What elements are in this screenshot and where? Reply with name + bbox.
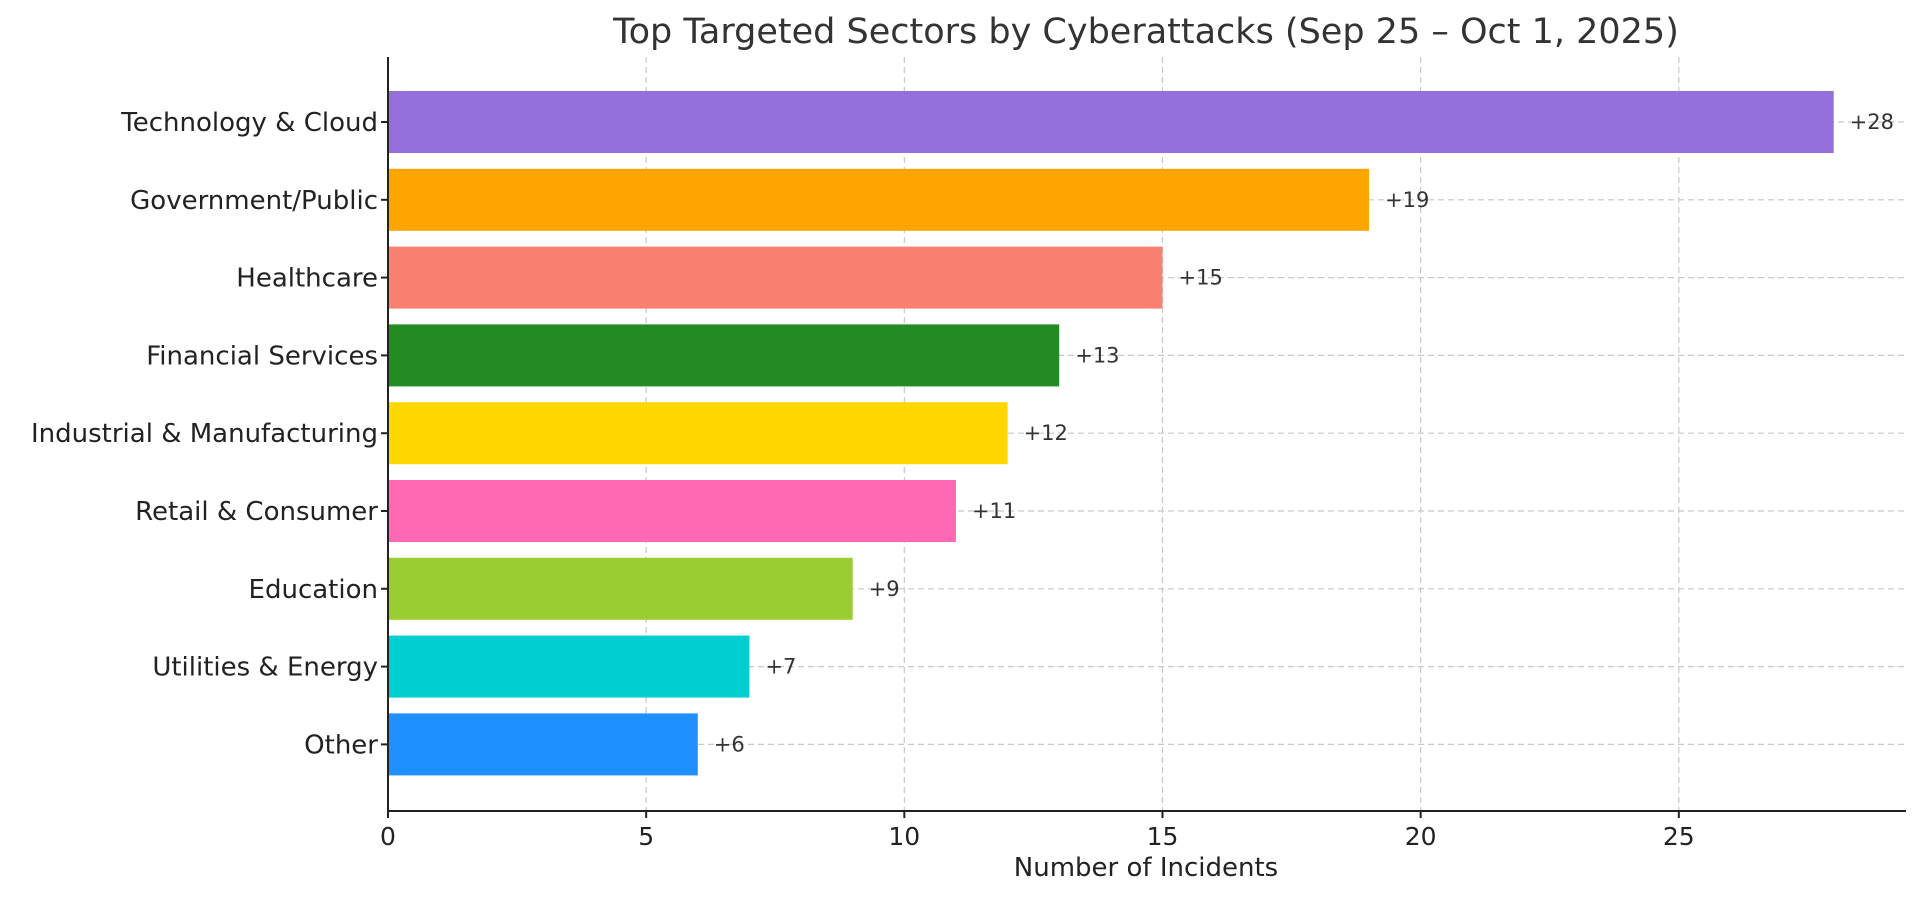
data-label: +28 xyxy=(1850,110,1894,134)
bar-2 xyxy=(388,168,1370,231)
bar-5 xyxy=(388,402,1008,465)
data-label: +13 xyxy=(1075,343,1119,367)
x-tick-label: 5 xyxy=(638,822,654,851)
bar-9 xyxy=(388,713,698,776)
chart-title: Top Targeted Sectors by Cyberattacks (Se… xyxy=(612,12,1679,52)
category-label: Technology & Cloud xyxy=(120,108,378,138)
x-tick-label: 10 xyxy=(888,822,920,851)
bar-6 xyxy=(388,480,956,542)
data-label: +19 xyxy=(1385,188,1429,212)
category-labels-layer: Technology & Cloud Government/Public Healt… xyxy=(31,108,378,760)
category-label: Financial Services xyxy=(146,341,378,371)
bars-layer xyxy=(388,91,1834,776)
data-label: +15 xyxy=(1178,266,1222,290)
category-label: Government/Public xyxy=(130,186,378,216)
category-label: Retail & Consumer xyxy=(135,497,378,527)
bar-3 xyxy=(388,246,1163,309)
data-labels-layer: +28 +19 +15 +13 +12 +11 +9 +7 +6 xyxy=(714,110,1894,756)
x-tick-label: 0 xyxy=(380,822,396,851)
data-label: +11 xyxy=(972,499,1016,523)
data-label: +12 xyxy=(1024,421,1068,445)
bar-7 xyxy=(388,557,853,620)
category-label: Utilities & Energy xyxy=(152,653,378,683)
data-label: +6 xyxy=(714,732,745,756)
x-ticks-layer: 0 5 10 15 20 25 xyxy=(380,121,1695,851)
category-label: Education xyxy=(249,575,378,605)
bar-4 xyxy=(388,324,1060,387)
data-label: +7 xyxy=(765,655,796,679)
bar-1 xyxy=(388,91,1834,153)
x-tick-label: 25 xyxy=(1663,822,1695,851)
category-label: Other xyxy=(304,730,378,760)
bar-8 xyxy=(388,635,750,698)
x-tick-label: 20 xyxy=(1405,822,1437,851)
x-axis-title: Number of Incidents xyxy=(1014,853,1278,883)
category-label: Industrial & Manufacturing xyxy=(31,419,378,449)
data-label: +9 xyxy=(869,577,900,601)
x-tick-label: 15 xyxy=(1147,822,1179,851)
category-label: Healthcare xyxy=(236,264,378,294)
